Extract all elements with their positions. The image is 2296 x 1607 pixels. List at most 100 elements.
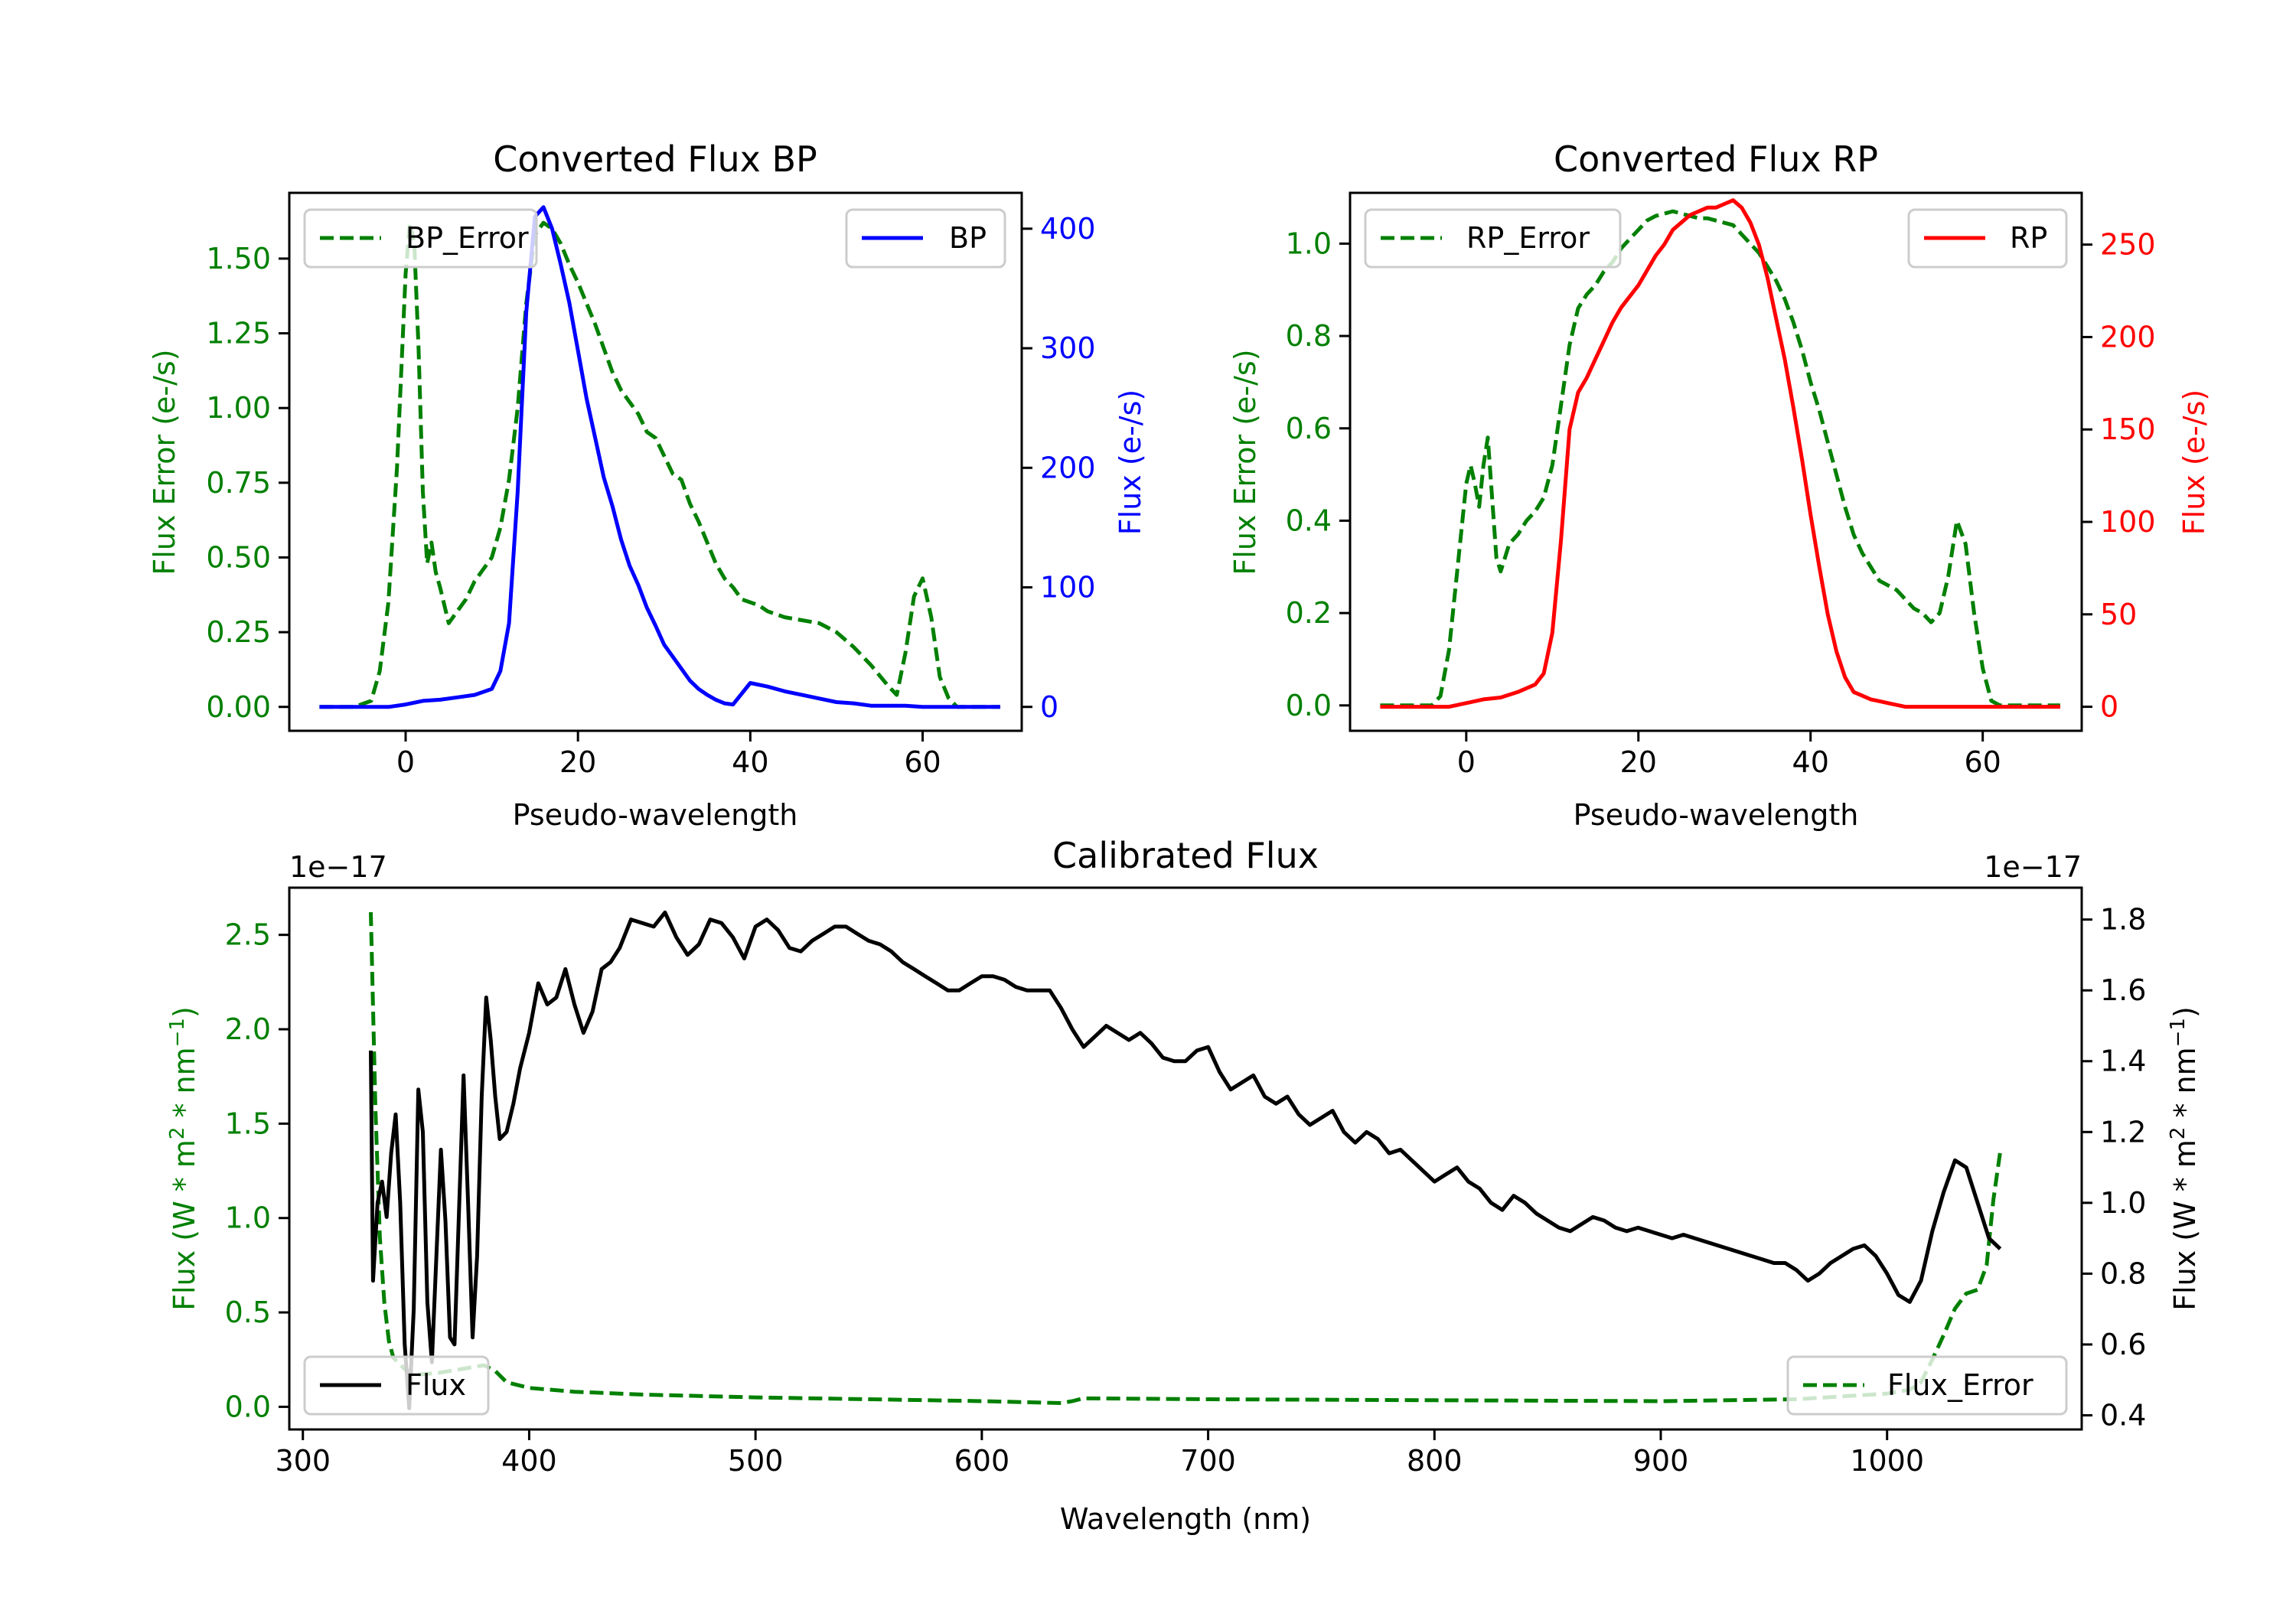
x-tick-label: 60 (1964, 745, 2001, 779)
calibrated-offset-right: 1e−17 (1984, 850, 2082, 884)
y-tick-label-right: 0.4 (2100, 1398, 2146, 1432)
ylabel-superscript: −1 (2167, 1018, 2190, 1047)
y-tick-label-left: 0.75 (206, 466, 271, 500)
y-tick-label-left: 0.6 (1286, 412, 1332, 445)
ylabel-superscript: 2 (166, 1127, 189, 1140)
y-tick-label-left: 1.00 (206, 391, 271, 425)
series-line-bp-error (319, 220, 1000, 709)
calibrated-legend-error: Flux_Error (1786, 1355, 2068, 1416)
y-tick-label-left: 1.25 (206, 317, 271, 350)
y-tick-label-right: 1.8 (2100, 903, 2146, 937)
series-line-rp (1380, 198, 2060, 709)
ylabel-part: ) (2168, 1006, 2202, 1018)
y-tick-label-left: 0.4 (1286, 504, 1332, 537)
bp-series-group (319, 205, 1000, 709)
subplot-calibrated: Calibrated Flux 1e−17 1e−17 300 400 500 600… (166, 835, 2202, 1536)
bp-legend-flux: BP (845, 208, 1006, 269)
legend-frame (1907, 208, 2068, 269)
y-tick-label-right: 50 (2100, 598, 2137, 631)
subplot-rp: Converted Flux RP 0 20 40 60 0.0 0.2 0.4 0.6 0.8… (1228, 139, 2211, 832)
ylabel-part: * nm (168, 1047, 201, 1126)
legend-frame (303, 208, 538, 269)
bp-legend-error: BP_Error (303, 208, 538, 269)
legend-frame (1364, 208, 1622, 269)
ylabel-part: * nm (2168, 1047, 2202, 1126)
series-line-rp-error (1380, 209, 2060, 708)
legend-frame (845, 208, 1006, 269)
legend-frame (1786, 1355, 2068, 1416)
rp-xlabel: Pseudo-wavelength (1574, 798, 1859, 832)
y-tick-label-left: 0.2 (1286, 596, 1332, 630)
x-tick-label: 60 (904, 745, 941, 779)
legend-frame (303, 1355, 490, 1416)
axes-frame (288, 886, 2083, 1431)
y-tick-label-left: 0.0 (225, 1390, 271, 1423)
x-tick-label: 40 (732, 745, 768, 779)
series-line-flux (369, 910, 2002, 1410)
subplot-bp-title: Converted Flux BP (493, 139, 817, 180)
legend-label-flux-error: Flux_Error (1887, 1368, 2033, 1402)
calibrated-offset-left: 1e−17 (289, 850, 387, 884)
series-line-bp (319, 205, 1000, 709)
calibrated-axes: 300 400 500 600 700 800 900 1000 0.0 0.5 1.0 1.5 2.0… (225, 886, 2146, 1478)
y-tick-label-right: 0 (1040, 690, 1058, 724)
y-tick-label-left: 1.0 (225, 1201, 271, 1235)
subplot-calibrated-title: Calibrated Flux (1052, 835, 1319, 876)
legend-label-flux: Flux (406, 1368, 466, 1402)
x-tick-label: 0 (1457, 745, 1476, 779)
ylabel-superscript: −1 (166, 1018, 189, 1047)
x-tick-label: 40 (1792, 745, 1829, 779)
y-tick-label-left: 2.5 (225, 918, 271, 952)
x-tick-label: 1000 (1850, 1444, 1924, 1478)
bp-ylabel-right: Flux (e-/s) (1114, 390, 1147, 535)
x-tick-label: 20 (1620, 745, 1657, 779)
legend-label-bp: BP (949, 221, 987, 255)
calibrated-xlabel: Wavelength (nm) (1060, 1502, 1311, 1536)
y-tick-label-right: 300 (1040, 331, 1096, 365)
y-tick-label-right: 100 (2100, 505, 2156, 539)
rp-ylabel-right: Flux (e-/s) (2177, 390, 2211, 535)
y-tick-label-left: 1.5 (225, 1107, 271, 1140)
x-tick-label: 800 (1407, 1444, 1463, 1478)
y-tick-label-left: 0.25 (206, 615, 271, 649)
y-tick-label-left: 0.50 (206, 540, 271, 574)
x-tick-label: 300 (275, 1444, 331, 1478)
subplot-rp-title: Converted Flux RP (1554, 139, 1878, 180)
bp-axes: 0 20 40 60 0.00 0.25 0.50 0.75 1.00 1.25 1.50 0 100 2… (206, 191, 1096, 779)
x-tick-label: 600 (954, 1444, 1010, 1478)
y-tick-label-right: 400 (1040, 212, 1096, 246)
y-tick-label-right: 150 (2100, 412, 2156, 446)
legend-label-rp: RP (2010, 221, 2047, 255)
x-tick-label: 900 (1633, 1444, 1689, 1478)
ylabel-superscript: 2 (2167, 1127, 2190, 1140)
y-tick-label-right: 200 (2100, 320, 2156, 354)
rp-axes: 0 20 40 60 0.0 0.2 0.4 0.6 0.8 1.0 0 50 100 150 200 250 (1286, 191, 2156, 779)
ylabel-part: Flux (W * m (168, 1139, 201, 1311)
calibrated-legend-flux: Flux (303, 1355, 490, 1416)
y-tick-label-right: 1.0 (2100, 1186, 2146, 1220)
y-tick-label-left: 1.0 (1286, 227, 1332, 260)
y-tick-label-right: 0.6 (2100, 1328, 2146, 1361)
rp-legend-flux: RP (1907, 208, 2068, 269)
axes-frame (288, 191, 1023, 732)
bp-xlabel: Pseudo-wavelength (513, 798, 798, 832)
x-tick-label: 400 (501, 1444, 557, 1478)
y-tick-label-right: 1.6 (2100, 973, 2146, 1007)
ylabel-part: ) (168, 1006, 201, 1018)
y-tick-label-left: 0.00 (206, 690, 271, 724)
x-tick-label: 20 (559, 745, 596, 779)
y-tick-label-right: 1.4 (2100, 1045, 2146, 1078)
x-tick-label: 0 (396, 745, 415, 779)
y-tick-label-right: 0 (2100, 690, 2118, 724)
rp-series-group (1380, 198, 2060, 709)
legend-label-rp-error: RP_Error (1466, 221, 1590, 255)
legend-label-bp-error: BP_Error (406, 221, 529, 255)
y-tick-label-left: 0.0 (1286, 689, 1332, 722)
y-tick-label-right: 100 (1040, 571, 1096, 605)
subplot-bp: Converted Flux BP 0 20 40 60 0.00 0.25 0.50 0.7… (148, 139, 1147, 832)
y-tick-label-right: 0.8 (2100, 1257, 2146, 1290)
calibrated-ylabel-right: Flux (W * m2 * nm−1) (2167, 1006, 2202, 1311)
y-tick-label-left: 1.50 (206, 242, 271, 275)
x-tick-label: 500 (728, 1444, 784, 1478)
